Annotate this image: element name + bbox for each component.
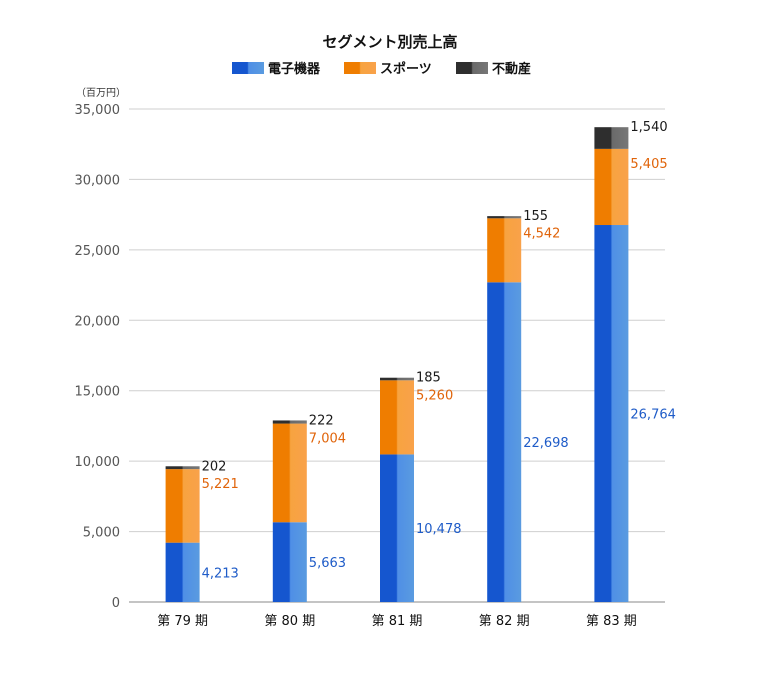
y-tick-label: 35,000 bbox=[75, 103, 121, 118]
legend-label: 電子機器 bbox=[268, 61, 321, 77]
y-tick-label: 20,000 bbox=[75, 314, 121, 329]
data-label: 5,221 bbox=[202, 477, 239, 492]
bar-segment bbox=[165, 542, 200, 602]
y-axis: 0 5,000 10,000 15,000 20,000 25,000 30,000 35,0… bbox=[75, 103, 121, 611]
bar-segment bbox=[380, 377, 414, 381]
bar-segment bbox=[594, 127, 629, 149]
legend: 電子機器 スポーツ 不動産 bbox=[232, 61, 531, 77]
data-label: 10,478 bbox=[416, 522, 462, 537]
data-label: 1,540 bbox=[630, 120, 667, 135]
legend-swatch bbox=[344, 62, 376, 74]
legend-swatch bbox=[232, 62, 264, 74]
x-tick-label: 第 83 期 bbox=[586, 614, 637, 629]
x-axis: 第 79 期 第 80 期 第 81 期 第 82 期 第 83 期 bbox=[157, 614, 637, 629]
data-label: 155 bbox=[523, 209, 548, 224]
bar-segment bbox=[487, 216, 522, 219]
x-tick-label: 第 82 期 bbox=[479, 614, 530, 629]
y-tick-label: 5,000 bbox=[83, 526, 120, 541]
y-tick-label: 15,000 bbox=[75, 385, 121, 400]
data-label: 22,698 bbox=[523, 436, 569, 451]
bar-segment bbox=[594, 225, 629, 602]
bar-segment bbox=[272, 420, 307, 424]
chart-title: セグメント別売上高 bbox=[322, 33, 457, 51]
legend-label: スポーツ bbox=[380, 61, 432, 77]
x-tick-label: 第 81 期 bbox=[372, 614, 423, 629]
y-tick-label: 10,000 bbox=[75, 455, 121, 470]
data-label: 26,764 bbox=[630, 408, 676, 423]
y-tick-label: 25,000 bbox=[75, 244, 121, 259]
bar-segment bbox=[594, 148, 629, 226]
bar-segment bbox=[165, 466, 200, 470]
bar-segment bbox=[380, 454, 414, 602]
legend-swatch bbox=[456, 62, 488, 74]
bar-segment bbox=[380, 380, 414, 455]
y-unit-label: （百万円） bbox=[76, 87, 126, 99]
bar-segment bbox=[272, 423, 307, 523]
data-label: 202 bbox=[202, 459, 227, 474]
data-label: 185 bbox=[416, 371, 441, 386]
data-label: 5,663 bbox=[309, 556, 346, 571]
data-label: 4,213 bbox=[202, 566, 239, 581]
bar-segment bbox=[487, 282, 522, 602]
data-label: 5,405 bbox=[630, 157, 667, 172]
bar-segment bbox=[487, 218, 522, 283]
bars bbox=[165, 127, 629, 602]
x-tick-label: 第 79 期 bbox=[157, 614, 208, 629]
bar-segment bbox=[165, 469, 200, 543]
data-labels: 4,213 5,221 202 5,663 7,004 222 10,478 5,260 185… bbox=[202, 120, 676, 581]
y-tick-label: 30,000 bbox=[75, 173, 121, 188]
data-label: 4,542 bbox=[523, 226, 560, 241]
legend-label: 不動産 bbox=[492, 61, 531, 77]
bar-segment bbox=[272, 522, 307, 602]
data-label: 222 bbox=[309, 413, 334, 428]
data-label: 5,260 bbox=[416, 388, 453, 403]
data-label: 7,004 bbox=[309, 432, 346, 447]
y-tick-label: 0 bbox=[112, 596, 120, 611]
x-tick-label: 第 80 期 bbox=[264, 614, 315, 629]
